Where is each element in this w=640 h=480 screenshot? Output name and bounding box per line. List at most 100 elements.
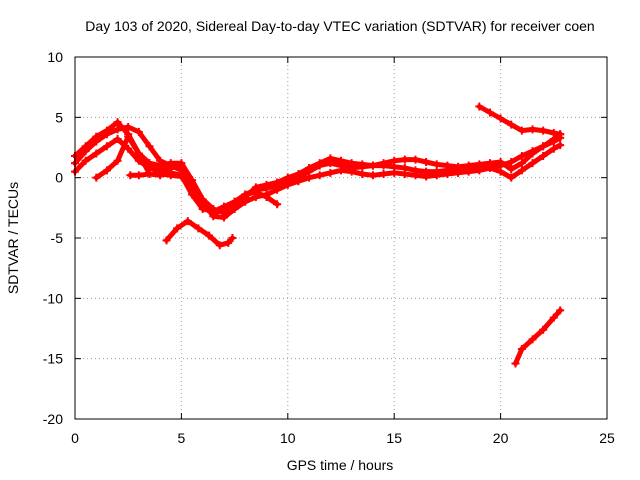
data-point (294, 170, 303, 179)
data-point (124, 132, 133, 141)
data-point (390, 168, 399, 177)
chart-title: Day 103 of 2020, Sidereal Day-to-day VTE… (85, 18, 594, 34)
data-point (162, 236, 171, 245)
data-point (549, 144, 558, 153)
data-point (432, 171, 441, 180)
data-point (475, 160, 484, 169)
data-point (358, 160, 367, 169)
y-axis-label: SDTVAR / TECUs (5, 182, 21, 294)
data-point (432, 160, 441, 169)
data-point (224, 238, 233, 247)
data-point (411, 155, 420, 164)
data-point (400, 170, 409, 179)
data-point (411, 171, 420, 180)
data-point (549, 129, 558, 138)
data-point (549, 313, 558, 322)
data-point (539, 325, 548, 334)
data-point (422, 157, 431, 166)
data-point (305, 173, 314, 182)
x-tick-label: 20 (493, 430, 509, 446)
data-point (145, 159, 154, 168)
data-point (124, 122, 133, 131)
data-point (283, 173, 292, 182)
data-point (517, 159, 526, 168)
data-point (219, 202, 228, 211)
x-tick-label: 15 (386, 430, 402, 446)
data-point (496, 114, 505, 123)
data-point (102, 126, 111, 135)
data-point (517, 345, 526, 354)
data-point (273, 178, 282, 187)
data-point (326, 168, 335, 177)
data-point (337, 166, 345, 175)
data-point (507, 165, 516, 174)
data-point (215, 241, 224, 250)
data-point (358, 170, 367, 179)
data-point (368, 171, 377, 180)
data-point (454, 162, 463, 171)
x-tick-labels: 0 5 10 15 20 25 (71, 430, 615, 446)
data-point (539, 142, 548, 151)
data-point (113, 156, 122, 165)
data-point (92, 132, 101, 141)
data-point (326, 154, 335, 163)
data-point (556, 306, 565, 315)
y-tick-label: -20 (43, 411, 63, 427)
data-point (294, 177, 303, 186)
data-point (485, 108, 494, 117)
data-point (113, 125, 122, 134)
data-point (173, 224, 182, 233)
data-point (102, 166, 111, 175)
data-point (283, 180, 292, 189)
data-point (379, 159, 388, 168)
data-point (251, 188, 260, 197)
data-point (81, 142, 90, 151)
data-point (496, 157, 505, 166)
data-point (188, 176, 197, 185)
data-point (347, 159, 356, 168)
data-point (539, 126, 548, 135)
x-axis-label: GPS time / hours (287, 457, 394, 473)
y-tick-labels: -20 -15 -10 -5 0 5 10 (43, 49, 63, 427)
data-point (273, 185, 282, 194)
data-point (156, 161, 165, 170)
x-tick-label: 10 (280, 430, 296, 446)
data-point (517, 126, 526, 135)
series-line-track-8 (513, 307, 563, 366)
ticks (74, 56, 608, 420)
data-point (102, 142, 111, 151)
data-point (556, 141, 565, 150)
data-point (134, 127, 143, 136)
data-point (113, 135, 122, 144)
data-point (379, 170, 388, 179)
data-point (126, 171, 135, 180)
data-point (198, 195, 207, 204)
data-point (113, 118, 122, 127)
y-tick-label: 0 (55, 170, 63, 186)
x-tick-label: 0 (71, 430, 79, 446)
data-point (517, 166, 526, 175)
data-point (443, 170, 452, 179)
data-point (194, 224, 203, 233)
data-point (485, 159, 494, 168)
data-point (464, 161, 473, 170)
data-point (528, 149, 537, 158)
y-tick-label: 10 (47, 49, 63, 65)
data-point (177, 159, 186, 168)
data-point (262, 192, 271, 201)
data-point (183, 217, 192, 226)
y-tick-label: 5 (55, 109, 63, 125)
data-point (241, 190, 250, 199)
data-point (368, 161, 377, 170)
data-point (347, 167, 356, 176)
data-point (507, 157, 516, 166)
data-point (166, 171, 175, 180)
data-point (400, 155, 409, 164)
data-point (198, 205, 207, 214)
data-point (145, 142, 154, 151)
x-tick-label: 5 (178, 430, 186, 446)
y-tick-label: -5 (51, 230, 64, 246)
data-point (528, 335, 537, 344)
